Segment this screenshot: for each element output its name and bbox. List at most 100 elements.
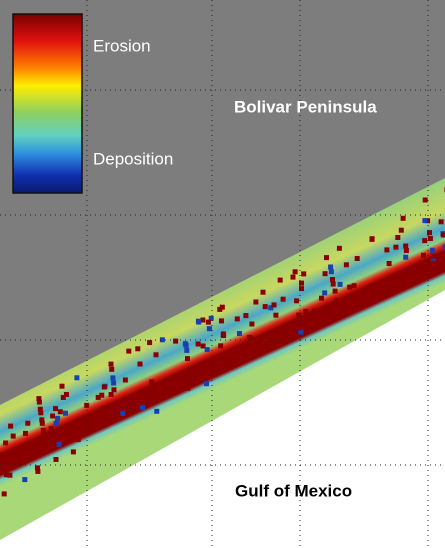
color-scale [12, 13, 83, 194]
spot [246, 334, 252, 340]
spot [311, 308, 317, 314]
spot [39, 420, 45, 426]
spot [185, 356, 190, 362]
spot [3, 472, 9, 478]
spot [328, 264, 334, 270]
spot [59, 383, 65, 389]
spot [249, 321, 255, 327]
spot [100, 405, 106, 411]
spot [335, 307, 341, 313]
spot [440, 232, 445, 238]
spot [319, 295, 324, 301]
spot [217, 306, 223, 312]
spot [37, 406, 43, 412]
spot [55, 415, 61, 421]
spot [53, 406, 58, 412]
spot [393, 244, 399, 250]
spot [438, 219, 444, 225]
spot [369, 236, 375, 242]
spot [22, 477, 28, 483]
spot [185, 385, 191, 391]
spot [12, 449, 18, 455]
spot [332, 288, 338, 294]
spot [422, 218, 428, 224]
spot [330, 281, 336, 287]
spot [400, 215, 406, 221]
spot [273, 312, 279, 318]
spot [53, 457, 59, 462]
spot [195, 341, 201, 347]
spot [427, 236, 433, 241]
spot [53, 420, 59, 426]
spot [221, 333, 227, 338]
spot [3, 440, 9, 446]
spot [36, 399, 42, 405]
spot [262, 304, 268, 310]
spot [183, 370, 189, 376]
spot [343, 262, 349, 268]
spot [328, 269, 334, 275]
spot [301, 271, 307, 277]
spot [430, 253, 436, 259]
spot [253, 299, 259, 305]
spot [292, 269, 298, 275]
spot [1, 491, 7, 497]
spot [106, 414, 112, 420]
spot [268, 305, 274, 311]
spot [56, 441, 62, 447]
spot [159, 337, 165, 343]
spot [108, 392, 114, 397]
spot [204, 347, 210, 353]
spot [303, 308, 309, 314]
spot [394, 276, 400, 282]
spot [120, 410, 126, 416]
spot [176, 386, 182, 392]
spot [50, 413, 56, 419]
spot [78, 426, 84, 432]
spot [293, 325, 299, 331]
spot [137, 361, 143, 367]
spot [184, 347, 190, 353]
spot [324, 255, 329, 261]
spot [290, 274, 296, 280]
spot [395, 235, 401, 240]
spot [23, 430, 28, 436]
spot [280, 296, 286, 302]
spot [36, 396, 42, 402]
legend-label: Erosion [93, 36, 151, 55]
spot [384, 247, 390, 253]
spot [60, 395, 66, 400]
spot [95, 394, 101, 400]
spot [330, 277, 335, 282]
spot [39, 417, 45, 423]
spot [63, 410, 68, 416]
change-strip [0, 178, 445, 540]
spot [70, 449, 76, 455]
spot [35, 465, 40, 471]
spot [135, 346, 141, 352]
spot [197, 378, 203, 384]
spot [336, 245, 342, 251]
spot [322, 271, 328, 277]
spot [294, 298, 300, 304]
spot [421, 252, 426, 258]
spot [403, 254, 409, 260]
spot [299, 286, 304, 292]
spot [354, 256, 360, 261]
spot [222, 366, 227, 372]
spot [104, 411, 110, 417]
spot [337, 281, 343, 287]
spot [369, 283, 375, 289]
spot [299, 280, 304, 286]
spot [38, 410, 44, 416]
spot [206, 326, 212, 332]
spot [8, 423, 14, 429]
spot [204, 373, 210, 379]
land-label: Bolivar Peninsula [234, 97, 377, 116]
spot [101, 384, 107, 390]
spot [422, 238, 428, 244]
spot [398, 227, 404, 233]
spot [40, 427, 46, 433]
